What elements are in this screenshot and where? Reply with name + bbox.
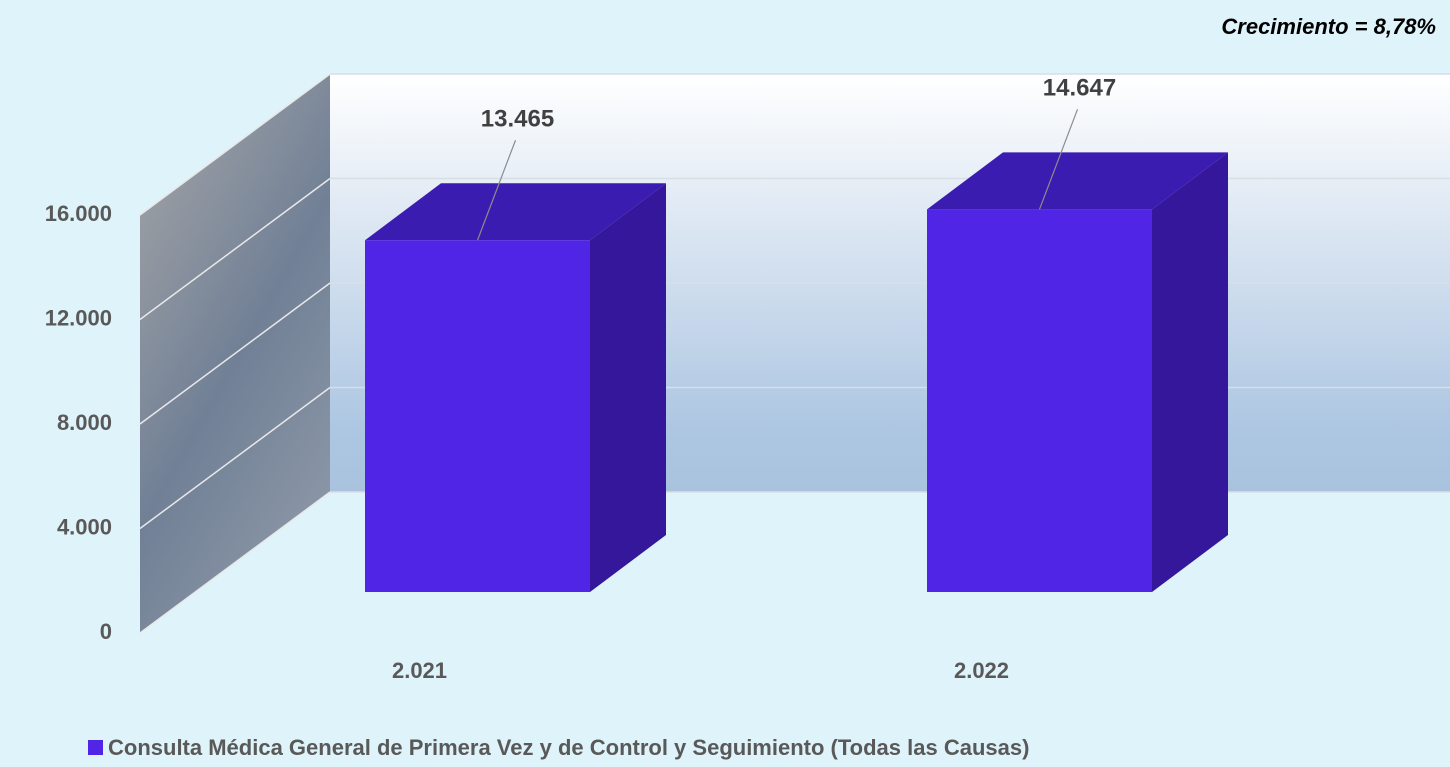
bar — [927, 209, 1152, 593]
grid-line — [139, 177, 331, 321]
y-tick-label: 8.000 — [57, 410, 112, 435]
y-tick-label: 0 — [100, 619, 112, 644]
legend-label: Consulta Médica General de Primera Vez y… — [108, 735, 1029, 760]
grid-line — [139, 73, 331, 216]
y-tick-label: 12.000 — [45, 305, 112, 330]
bar-top — [365, 183, 666, 241]
data-label: 14.647 — [1043, 75, 1116, 102]
grid-line — [139, 386, 331, 530]
bar-side — [590, 183, 666, 592]
leader-line — [476, 140, 517, 241]
bar-side — [1152, 152, 1228, 593]
y-tick-label: 16.000 — [45, 201, 112, 226]
leader-line — [1038, 109, 1079, 210]
grid-line — [139, 282, 331, 425]
legend-swatch — [88, 740, 103, 755]
annotation: Crecimiento = 8,78% — [1221, 14, 1436, 39]
bar-top — [927, 152, 1228, 210]
data-label: 13.465 — [481, 106, 554, 133]
y-tick-label: 4.000 — [57, 514, 112, 539]
bar — [365, 240, 590, 592]
x-tick-label: 2.022 — [954, 658, 1009, 683]
grid-line — [139, 491, 331, 634]
x-tick-label: 2.021 — [392, 658, 447, 683]
